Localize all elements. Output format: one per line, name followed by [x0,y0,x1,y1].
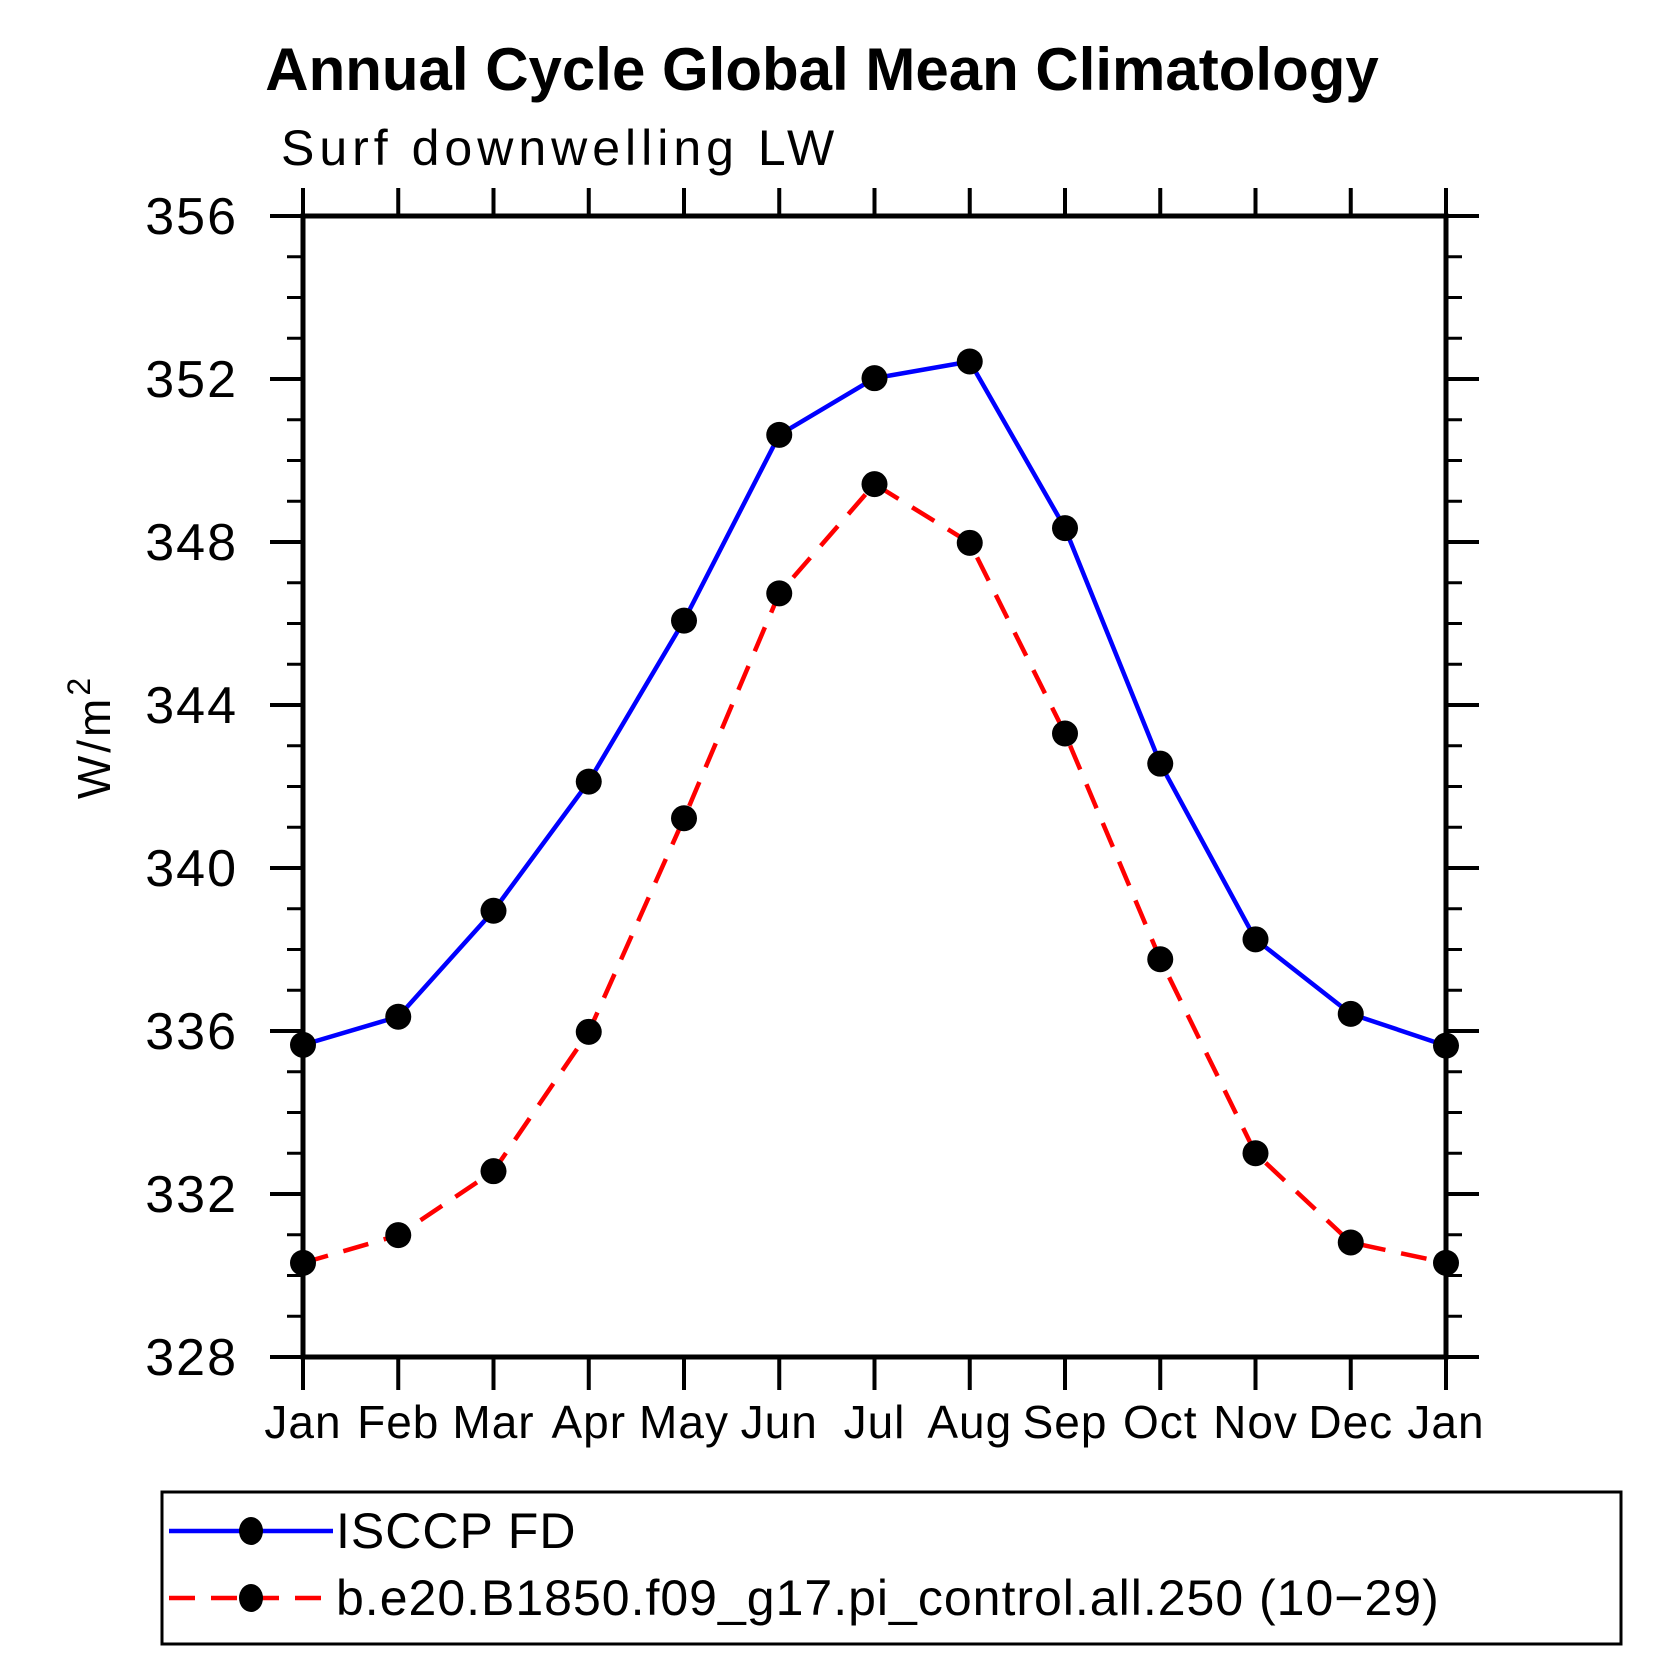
legend-layer: ISCCP FD b.e20.B1850.f09_g17.pi_control.a… [160,1490,1623,1646]
data-point-marker [1052,515,1078,542]
y-axis-title: W/m2 [61,675,120,799]
y-tick-label: 332 [145,1166,238,1224]
legend-marker [239,1517,263,1545]
data-point-marker [956,348,983,375]
data-point-marker [1337,1000,1364,1027]
x-tick-label: Dec [1308,1396,1393,1448]
x-tick-label: Oct [1123,1396,1198,1448]
x-tick-label: Mar [452,1396,534,1448]
legend-label: b.e20.B1850.f09_g17.pi_control.all.250 (… [336,1570,1440,1626]
chart-subtitle: Surf downwelling LW [281,120,839,176]
data-point-marker [575,1018,602,1045]
data-point-marker [480,897,507,924]
legend-marker [239,1584,263,1612]
data-point-marker [1242,926,1269,953]
x-tick-label: Feb [357,1396,439,1448]
data-point-marker [671,805,697,832]
y-tick-label: 340 [145,840,238,898]
y-axis-title-base: W/m [68,696,120,800]
chart-title: Annual Cycle Global Mean Climatology [265,36,1379,103]
series-line-b-e20-b1850-f09-g17-pi-control [302,481,1447,1266]
y-tick-label: 356 [145,188,238,246]
data-point-marker [766,421,793,448]
y-tick-label: 336 [145,1003,238,1061]
data-point-marker [1433,1032,1459,1059]
data-point-marker [480,1158,507,1185]
data-point-marker [1147,946,1174,973]
x-tick-label: May [639,1396,729,1448]
y-tick-label: 348 [145,514,238,572]
legend-item: b.e20.B1850.f09_g17.pi_control.all.250 (… [169,1570,1440,1626]
x-tick-label: Jun [741,1396,818,1448]
y-axis-title-exponent: 2 [61,675,97,696]
x-tick-label: Aug [927,1396,1012,1448]
x-tick-label: Sep [1023,1396,1108,1448]
data-point-marker [861,471,888,498]
data-point-marker [290,1249,316,1276]
x-tick-label: Apr [551,1396,626,1448]
data-point-marker [956,529,983,556]
y-tick-label: 352 [145,351,238,409]
x-tick-label: Jan [264,1396,341,1448]
x-tick-label: Jul [844,1396,906,1448]
data-point-marker [575,768,602,795]
data-point-marker [1433,1249,1459,1276]
x-tick-label: Jan [1407,1396,1484,1448]
data-point-marker [766,580,793,607]
data-point-marker [290,1031,316,1058]
data-point-marker [385,1222,412,1249]
y-tick-label: 344 [145,677,238,735]
data-point-marker [1337,1229,1364,1256]
data-point-marker [1147,750,1174,777]
legend-item: ISCCP FD [169,1503,576,1559]
series-layer [290,348,1459,1276]
x-tick-label: Nov [1213,1396,1298,1448]
data-point-marker [671,607,697,634]
data-point-marker [385,1003,412,1030]
data-point-marker [861,365,888,392]
data-point-marker [1052,720,1078,747]
legend-label: ISCCP FD [336,1503,576,1559]
legend-box [160,1490,1623,1646]
data-point-marker [1242,1140,1269,1167]
series-line-isccp-fd [302,359,1447,1048]
y-tick-label: 328 [145,1329,238,1387]
